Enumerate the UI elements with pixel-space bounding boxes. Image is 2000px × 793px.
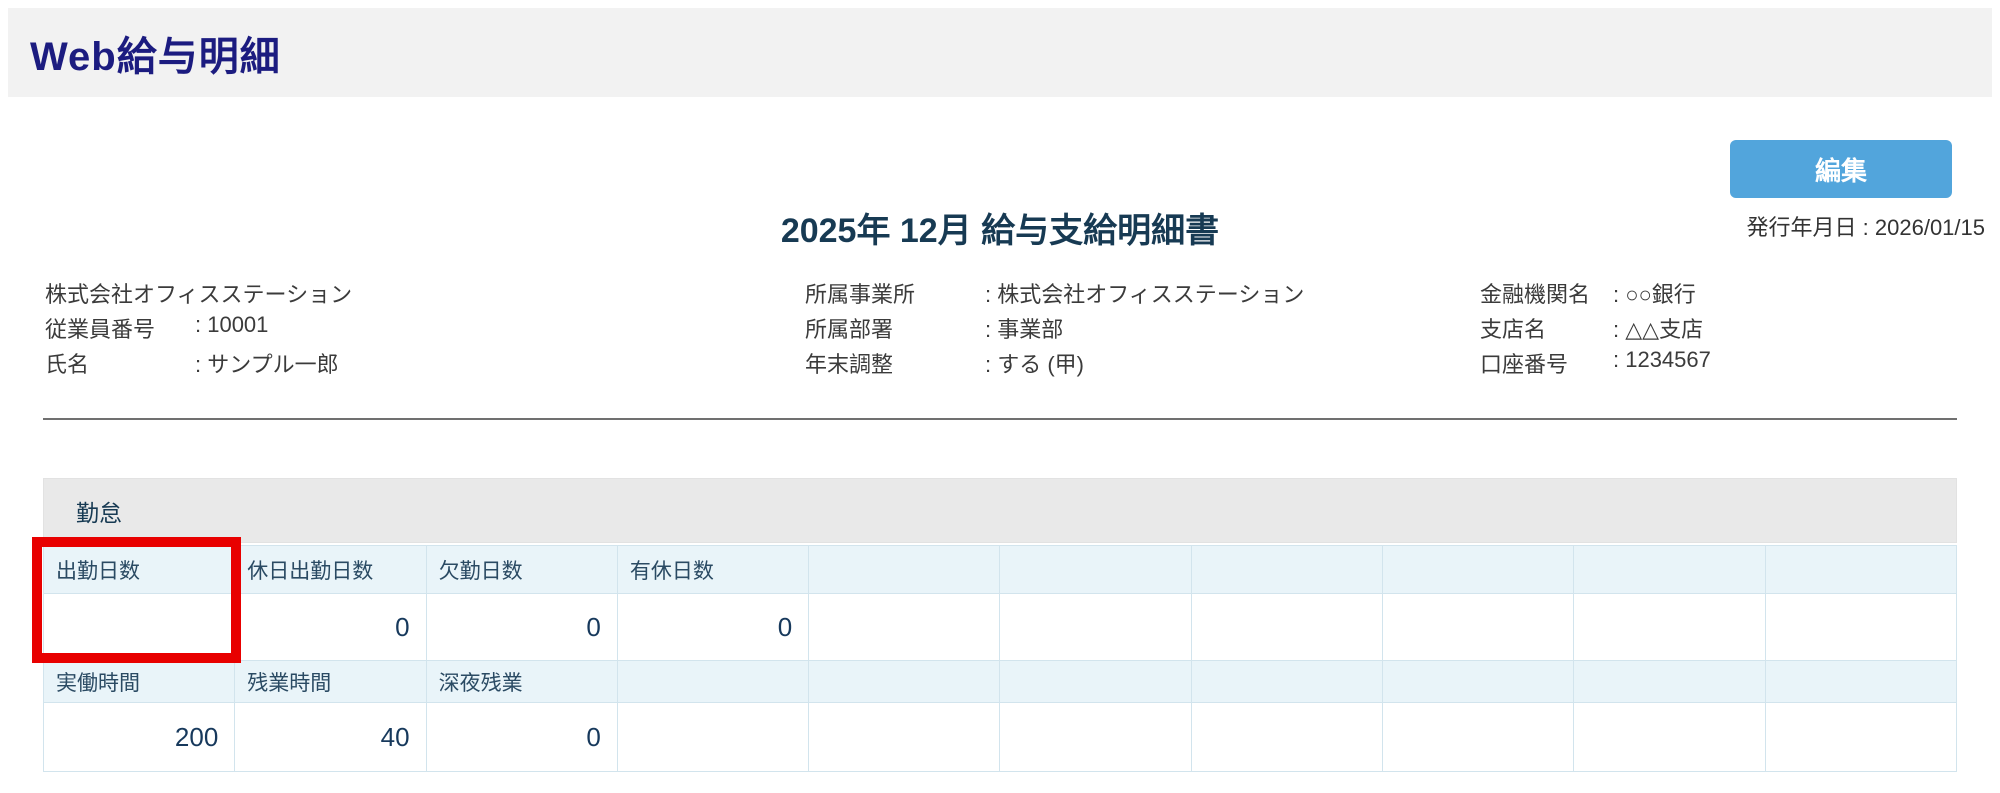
attendance-header-cell — [808, 545, 1001, 594]
attendance-header-cell: 欠勤日数 — [425, 545, 618, 594]
bank-name-row: 金融機関名 : ○○銀行 — [1480, 277, 1696, 307]
branch-name-row: 支店名 : △△支店 — [1480, 312, 1703, 342]
office-label: 所属事業所 — [805, 282, 916, 307]
attendance-value-cell: 0 — [425, 593, 618, 661]
employee-name-row: 氏名 : サンプル一郎 — [45, 347, 339, 377]
attendance-value-cell — [42, 593, 236, 661]
attendance-value-cell: 0 — [616, 593, 810, 661]
branch-name-value: : △△支店 — [1613, 317, 1704, 342]
account-number-value: : 1234567 — [1613, 347, 1711, 372]
year-end-adjustment-label: 年末調整 — [805, 352, 894, 377]
employee-number-row: 従業員番号 : 10001 — [45, 312, 269, 342]
attendance-value-cell — [999, 593, 1192, 661]
attendance-header-cell — [1190, 545, 1384, 594]
attendance-value-cell — [1764, 702, 1958, 772]
employee-name-value: : サンプル一郎 — [195, 352, 339, 377]
attendance-value-cell — [1190, 593, 1384, 661]
attendance-value-cell — [1382, 593, 1575, 661]
company-name-text: 株式会社オフィスステーション — [45, 282, 353, 307]
app-title: Web給与明細 — [30, 34, 281, 79]
attendance-value-cell: 0 — [425, 702, 618, 772]
edit-button[interactable]: 編集 — [1730, 140, 1952, 198]
attendance-header-cell — [999, 545, 1192, 594]
attendance-header-cell: 休日出勤日数 — [234, 545, 427, 594]
attendance-header-row-1: 出勤日数 休日出勤日数 欠勤日数 有休日数 — [42, 545, 1958, 594]
attendance-value-cell — [1573, 593, 1766, 661]
year-end-adjustment-value: : する (甲) — [985, 352, 1084, 377]
employee-name-label: 氏名 — [45, 352, 90, 377]
office-row: 所属事業所 : 株式会社オフィスステーション — [805, 277, 1304, 307]
department-value: : 事業部 — [985, 317, 1064, 342]
attendance-header-cell — [1764, 545, 1958, 594]
attendance-header-row-2: 実働時間 残業時間 深夜残業 — [42, 660, 1958, 703]
attendance-value-cell — [1190, 702, 1384, 772]
branch-name-label: 支店名 — [1480, 317, 1547, 342]
attendance-section-title: 勤怠 — [76, 499, 122, 526]
horizontal-divider — [43, 418, 1957, 420]
attendance-value-cell — [616, 702, 810, 772]
attendance-header-cell — [808, 660, 1001, 703]
attendance-value-cell: 0 — [234, 593, 427, 661]
attendance-header-cell: 実働時間 — [42, 660, 236, 703]
company-name: 株式会社オフィスステーション — [45, 277, 352, 307]
attendance-header-cell — [616, 660, 810, 703]
attendance-value-row-2: 200 40 0 — [42, 702, 1958, 772]
attendance-value-cell — [1573, 702, 1766, 772]
account-number-label: 口座番号 — [1480, 352, 1569, 377]
employee-number-label: 従業員番号 — [45, 317, 156, 342]
attendance-header-cell — [1382, 660, 1575, 703]
account-number-row: 口座番号 : 1234567 — [1480, 347, 1711, 377]
attendance-value-row-1: 0 0 0 — [42, 593, 1958, 661]
attendance-header-cell — [1190, 660, 1384, 703]
attendance-header-cell — [1573, 545, 1766, 594]
attendance-header-cell: 有休日数 — [616, 545, 810, 594]
attendance-value-cell: 40 — [234, 702, 427, 772]
attendance-value-cell: 200 — [42, 702, 236, 772]
app-header-band: Web給与明細 — [8, 8, 1992, 97]
attendance-section-header: 勤怠 — [43, 478, 1957, 543]
bank-name-value: : ○○銀行 — [1613, 282, 1696, 307]
bank-name-label: 金融機関名 — [1480, 282, 1591, 307]
attendance-value-cell — [1764, 593, 1958, 661]
attendance-header-cell — [1764, 660, 1958, 703]
attendance-header-cell — [1382, 545, 1575, 594]
attendance-header-cell: 残業時間 — [234, 660, 427, 703]
attendance-header-cell: 出勤日数 — [42, 545, 236, 594]
attendance-value-cell — [808, 702, 1001, 772]
attendance-header-cell: 深夜残業 — [425, 660, 618, 703]
attendance-header-cell — [999, 660, 1192, 703]
statement-title: 2025年 12月 給与支給明細書 — [780, 212, 1220, 250]
employee-number-value: : 10001 — [195, 312, 269, 337]
attendance-value-cell — [999, 702, 1192, 772]
attendance-header-cell — [1573, 660, 1766, 703]
attendance-value-cell — [808, 593, 1001, 661]
department-label: 所属部署 — [805, 317, 894, 342]
office-value: : 株式会社オフィスステーション — [985, 282, 1305, 307]
attendance-value-cell — [1382, 702, 1575, 772]
attendance-table: 出勤日数 休日出勤日数 欠勤日数 有休日数 0 0 0 実働時間 残業時間 — [42, 545, 1958, 772]
year-end-adjustment-row: 年末調整 : する (甲) — [805, 347, 1084, 377]
department-row: 所属部署 : 事業部 — [805, 312, 1063, 342]
issue-date: 発行年月日 : 2026/01/15 — [1746, 215, 1985, 240]
